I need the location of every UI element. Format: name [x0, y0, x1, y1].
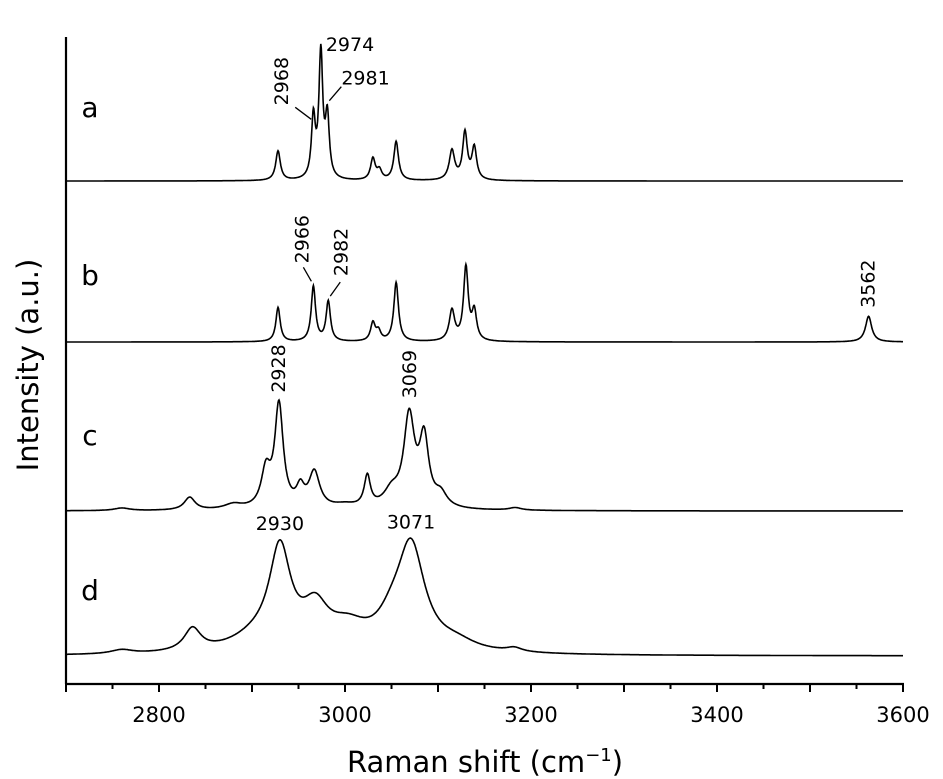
peak-label-b-3562: 3562	[858, 259, 880, 307]
spectrum-line-c	[66, 398, 903, 512]
x-axis-title-exponent: −1	[585, 745, 612, 766]
x-axis-title-close: )	[612, 745, 623, 779]
x-tick-label: 2800	[132, 703, 185, 727]
peak-leader-line	[329, 281, 341, 297]
x-tick-label: 3000	[318, 703, 371, 727]
panel-label-b: b	[81, 259, 99, 292]
x-tick-label: 3600	[876, 703, 929, 727]
x-axis: 2800 3000 3200 3400 3600	[65, 682, 930, 727]
peak-label-c-3069: 3069	[399, 350, 421, 398]
panel-label-a: a	[81, 91, 98, 124]
panel-label-d: d	[81, 574, 99, 607]
peak-label-c-2928: 2928	[268, 344, 290, 392]
peak-label-a-2974: 2974	[326, 34, 374, 56]
plot-area	[66, 43, 903, 657]
y-axis-title: Intensity (a.u.)	[11, 259, 45, 472]
spectrum-line-a	[66, 43, 903, 182]
x-axis-title-main: Raman shift (cm	[347, 745, 585, 779]
x-tick-label: 3400	[690, 703, 743, 727]
spectrum-line-b	[66, 261, 903, 343]
peak-leader-line	[294, 106, 312, 120]
peak-leader-line	[328, 86, 342, 102]
peak-leader-line	[302, 267, 312, 282]
spectrum-line-d	[66, 537, 903, 657]
panel-label-c: c	[82, 419, 97, 452]
peak-label-b-2966: 2966	[291, 215, 313, 263]
peak-label-b-2982: 2982	[330, 228, 352, 276]
x-tick-label: 3200	[504, 703, 557, 727]
peak-annotations: a 2968 2974 2981 b 2966 2982 3562 c 2928 3069 d 2930…	[81, 34, 880, 607]
peak-label-a-2968: 2968	[271, 57, 293, 105]
peak-label-d-3071: 3071	[387, 511, 435, 533]
peak-label-d-2930: 2930	[256, 513, 304, 535]
x-axis-title: Raman shift (cm−1)	[347, 745, 623, 779]
peak-label-a-2981: 2981	[341, 68, 389, 90]
